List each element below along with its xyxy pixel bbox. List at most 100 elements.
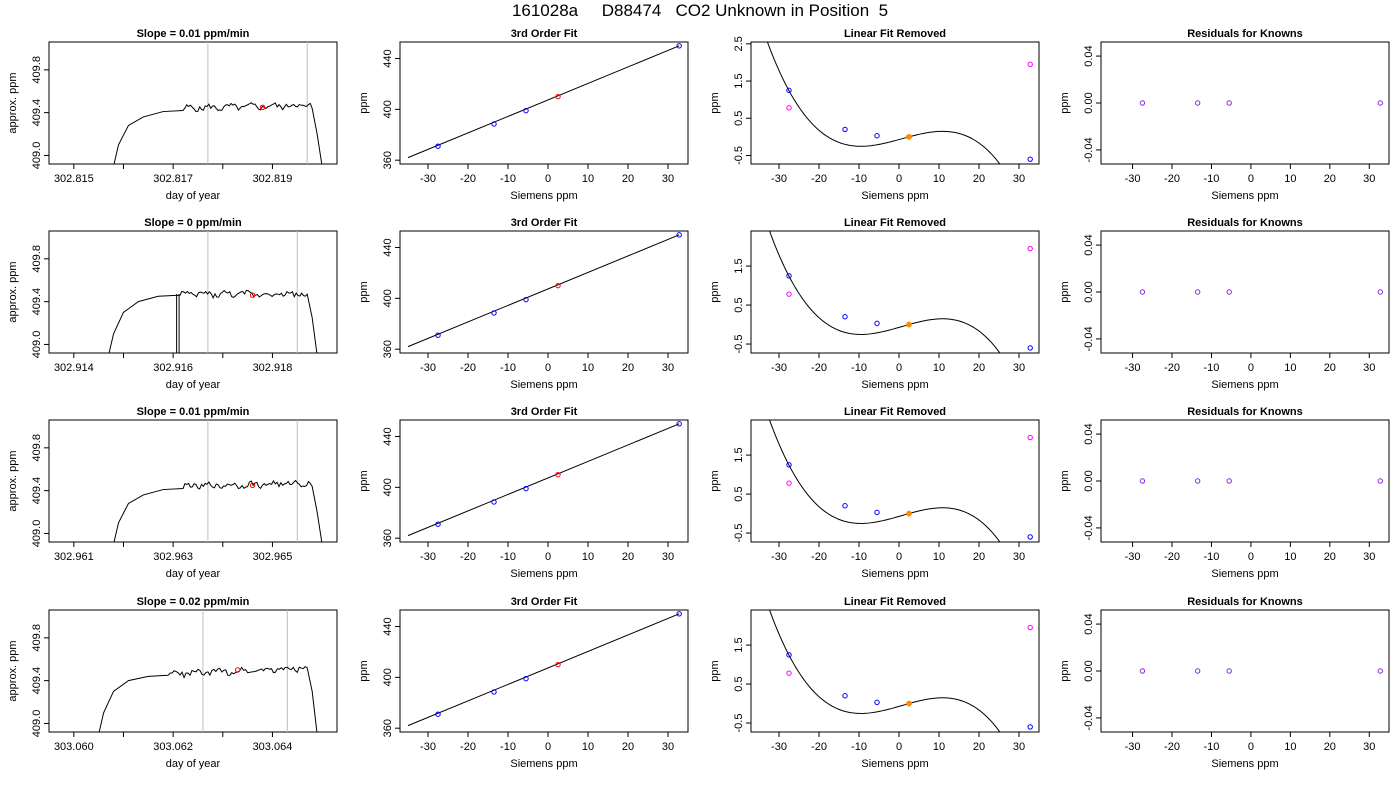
residual-point bbox=[1139, 289, 1146, 295]
y-tick-label: 0.00 bbox=[1083, 281, 1095, 302]
standard-point bbox=[435, 332, 441, 338]
x-tick-label: 10 bbox=[1284, 173, 1296, 185]
standard-point bbox=[1027, 724, 1033, 730]
x-tick-label: 0 bbox=[545, 173, 551, 185]
standard-point bbox=[786, 87, 792, 94]
x-tick-label: -10 bbox=[1204, 741, 1220, 753]
x-tick-label: -30 bbox=[420, 173, 436, 185]
panel-title: Linear Fit Removed bbox=[844, 217, 946, 229]
y-tick-label: 440 bbox=[382, 427, 394, 445]
panel-title: Residuals for Knowns bbox=[1187, 406, 1303, 418]
x-tick-label: 10 bbox=[582, 551, 594, 563]
plot-area bbox=[1139, 289, 1384, 295]
y-axis-label: ppm bbox=[358, 660, 370, 681]
plot-area bbox=[769, 231, 1033, 353]
plot-area bbox=[1139, 668, 1384, 674]
fit-line bbox=[407, 613, 680, 727]
plot-frame bbox=[750, 230, 1040, 354]
x-tick-label: -20 bbox=[1164, 173, 1180, 185]
x-tick-label: -10 bbox=[500, 362, 516, 374]
x-tick-label: -30 bbox=[420, 741, 436, 753]
plot-frame bbox=[48, 609, 338, 733]
x-axis-label: day of year bbox=[166, 379, 221, 391]
panel-8: Residuals for Knowns -30 -20 -10 0 10 20 30 -0.0… bbox=[1059, 217, 1390, 391]
panel-title: Slope = 0 ppm/min bbox=[144, 217, 242, 229]
standard-point bbox=[874, 133, 880, 139]
x-tick-label: 0 bbox=[896, 173, 902, 185]
standard-point bbox=[786, 462, 792, 468]
y-tick-label: -0.04 bbox=[1083, 705, 1095, 730]
y-tick-label: 409.4 bbox=[31, 667, 43, 695]
unknown-point bbox=[906, 510, 912, 517]
y-tick-label: -0.5 bbox=[733, 714, 745, 733]
unknown-point bbox=[555, 93, 561, 100]
x-tick-label: 20 bbox=[622, 741, 634, 753]
standard-point bbox=[491, 689, 497, 695]
x-tick-label: -30 bbox=[1125, 362, 1141, 374]
y-axis-label: ppm bbox=[1059, 281, 1071, 302]
panel-title: 3rd Order Fit bbox=[511, 28, 578, 40]
standard-point bbox=[435, 143, 441, 149]
plot-area bbox=[407, 232, 682, 348]
plot-area bbox=[407, 43, 682, 159]
raw-point bbox=[1027, 624, 1033, 631]
y-tick-label: 1.5 bbox=[733, 73, 745, 88]
x-tick-label: -10 bbox=[1204, 173, 1220, 185]
residual-point bbox=[1194, 289, 1201, 295]
x-tick-label: 10 bbox=[582, 362, 594, 374]
panel-4: Residuals for Knowns -30 -20 -10 0 10 20 30 -0.0… bbox=[1059, 28, 1390, 202]
plot-frame bbox=[399, 419, 689, 543]
standard-point bbox=[491, 499, 497, 505]
panel-14: 3rd Order Fit -30 -20 -10 0 10 20 30 360 400 440 Si… bbox=[358, 596, 689, 770]
y-axis-label: ppm bbox=[1059, 92, 1071, 113]
raw-point bbox=[786, 105, 792, 111]
x-tick-label: 0 bbox=[1248, 551, 1254, 563]
residual-point bbox=[1226, 100, 1232, 106]
x-tick-label: 30 bbox=[662, 362, 674, 374]
x-tick-label: -10 bbox=[851, 551, 867, 563]
x-tick-label: 302.819 bbox=[253, 173, 293, 185]
residual-point bbox=[1194, 668, 1201, 674]
trace-line bbox=[98, 665, 318, 732]
residual-point bbox=[1139, 100, 1146, 106]
fit-line bbox=[407, 423, 680, 537]
trace-line bbox=[113, 102, 323, 164]
y-tick-label: 409.4 bbox=[31, 288, 43, 316]
residual-point bbox=[1226, 478, 1232, 484]
standard-point bbox=[435, 521, 441, 527]
x-tick-label: 10 bbox=[582, 173, 594, 185]
x-tick-label: -20 bbox=[460, 173, 476, 185]
y-tick-label: 409.0 bbox=[31, 520, 43, 548]
y-tick-label: 360 bbox=[382, 719, 394, 737]
standard-point bbox=[676, 43, 682, 49]
panel-title: Slope = 0.01 ppm/min bbox=[137, 406, 250, 418]
unknown-point bbox=[906, 321, 912, 328]
panel-2: 3rd Order Fit -30 -20 -10 0 10 20 30 360 400 440 Si… bbox=[358, 28, 689, 202]
standard-point bbox=[842, 693, 848, 699]
x-tick-label: -10 bbox=[500, 741, 516, 753]
plot-area bbox=[769, 610, 1033, 732]
y-tick-label: 400 bbox=[382, 289, 394, 307]
y-tick-label: 0.04 bbox=[1083, 613, 1095, 634]
x-axis-label: day of year bbox=[166, 190, 221, 202]
x-tick-label: 20 bbox=[973, 551, 985, 563]
y-tick-label: 400 bbox=[382, 478, 394, 496]
fit-line bbox=[407, 234, 680, 348]
standard-point bbox=[1027, 345, 1033, 351]
plot-area bbox=[1139, 100, 1384, 106]
x-tick-label: 30 bbox=[662, 173, 674, 185]
panel-title: 3rd Order Fit bbox=[511, 217, 578, 229]
standard-point bbox=[842, 314, 848, 320]
plot-frame bbox=[399, 609, 689, 733]
x-tick-label: -20 bbox=[811, 173, 827, 185]
y-tick-label: 0.00 bbox=[1083, 92, 1095, 113]
x-axis-label: Siemens ppm bbox=[510, 379, 577, 391]
standard-point bbox=[842, 126, 848, 133]
plot-frame bbox=[48, 230, 338, 354]
y-tick-label: 1.5 bbox=[733, 258, 745, 273]
panel-title: Residuals for Knowns bbox=[1187, 28, 1303, 40]
x-tick-label: -10 bbox=[851, 173, 867, 185]
x-tick-label: 0 bbox=[1248, 173, 1254, 185]
plot-frame bbox=[399, 41, 689, 165]
